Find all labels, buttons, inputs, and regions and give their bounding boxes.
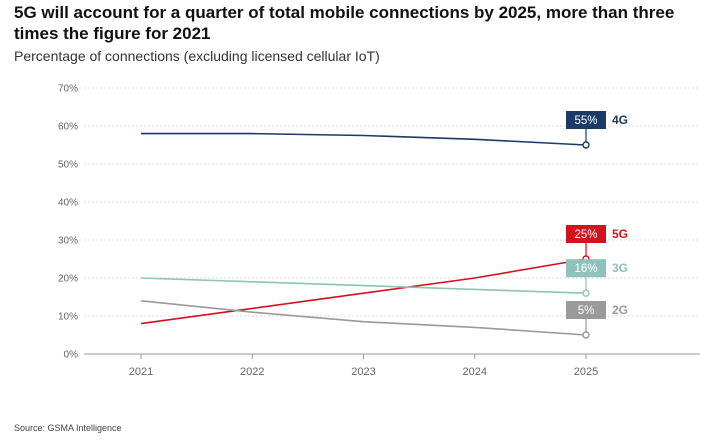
y-tick-label: 0% <box>64 350 79 361</box>
chart-subtitle: Percentage of connections (excluding lic… <box>14 48 380 64</box>
x-tick-label: 2023 <box>351 366 375 378</box>
series-name-3g: 3G <box>612 261 628 275</box>
y-axis: 0% 10% 20% 30% 40% 50% 60% 70% <box>58 84 78 361</box>
y-tick-label: 40% <box>58 198 78 209</box>
source-note: Source: GSMA Intelligence <box>14 423 122 433</box>
y-tick-label: 10% <box>58 312 78 323</box>
series-line-5g <box>140 258 587 325</box>
series-line-4g <box>141 132 587 146</box>
value-box-4g <box>566 111 606 129</box>
x-tick-label: 2024 <box>463 366 487 378</box>
end-marker-3g <box>582 289 590 297</box>
gridlines <box>84 87 700 355</box>
x-tick-label: 2025 <box>574 366 598 378</box>
value-label-3g: 16% <box>574 263 597 275</box>
x-axis: 2021 2022 2023 2024 2025 <box>129 354 598 378</box>
value-label-2g: 5% <box>578 305 595 317</box>
series-name-2g: 2G <box>612 303 628 317</box>
x-tick-label: 2022 <box>240 366 264 378</box>
series-line-3g <box>140 277 587 294</box>
value-box-3g <box>566 259 606 278</box>
series-name-4g: 4G <box>612 113 628 127</box>
end-labels: 55% 4G 25% 5G 16% 3G 5% 2G <box>566 111 628 339</box>
y-tick-label: 70% <box>58 84 78 95</box>
y-tick-label: 60% <box>58 122 78 133</box>
value-label-4g: 55% <box>574 115 597 127</box>
x-tick-label: 2021 <box>129 366 153 378</box>
value-label-5g: 25% <box>574 229 597 241</box>
series-name-5g: 5G <box>612 227 628 241</box>
y-tick-label: 20% <box>58 274 78 285</box>
end-marker-4g <box>582 141 590 149</box>
end-marker-2g <box>582 331 590 339</box>
series-line-2g <box>140 300 587 336</box>
y-tick-label: 30% <box>58 236 78 247</box>
value-box-5g <box>566 225 606 243</box>
y-tick-label: 50% <box>58 160 78 171</box>
value-box-2g <box>566 301 606 319</box>
chart-title: 5G will account for a quarter of total m… <box>14 3 675 43</box>
series-lines <box>140 132 587 336</box>
